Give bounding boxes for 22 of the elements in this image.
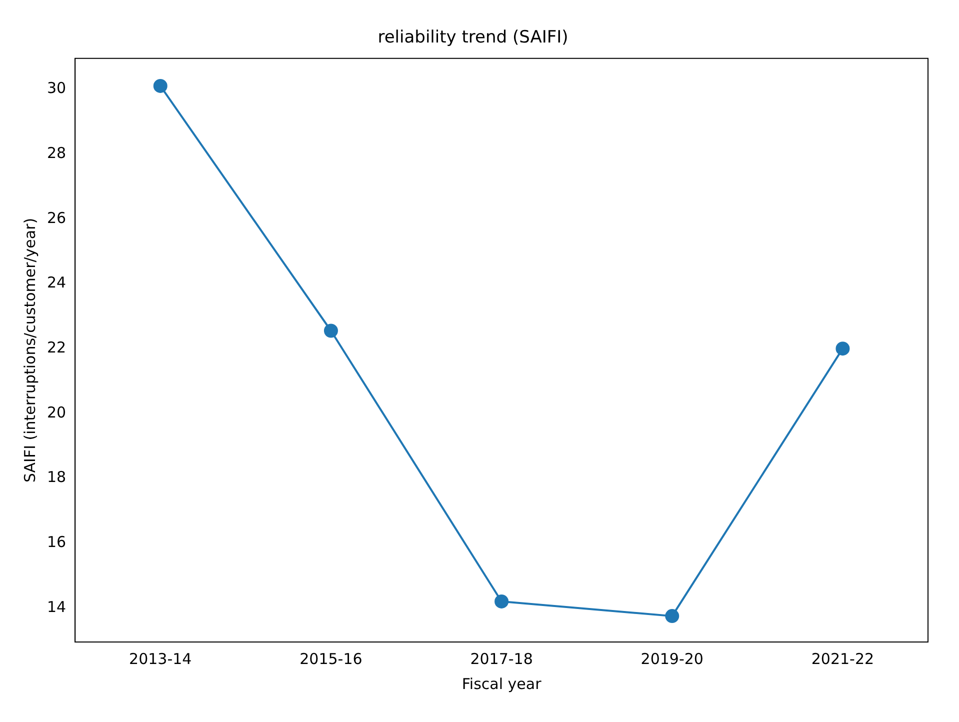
y-axis-title: SAIFI (interruptions/customer/year) xyxy=(20,218,39,483)
x-tick-label: 2015-16 xyxy=(300,650,362,668)
y-tick-label: 24 xyxy=(46,274,66,292)
x-axis-title: Fiscal year xyxy=(462,674,542,693)
point xyxy=(665,609,680,624)
y-tick-label: 16 xyxy=(46,533,66,552)
y-tick-label: 14 xyxy=(46,598,66,616)
x-tick-label: 2021-22 xyxy=(811,650,874,668)
y-tick-label: 22 xyxy=(46,338,66,356)
y-tick-label: 30 xyxy=(46,79,66,98)
chart-title: reliability trend (SAIFI) xyxy=(378,28,568,48)
point xyxy=(153,78,168,93)
point xyxy=(324,324,338,338)
x-tick-label: 2019-20 xyxy=(640,650,704,668)
y-tick-label: 28 xyxy=(46,144,66,162)
x-tick-label: 2017-18 xyxy=(470,650,533,668)
y-tick-label: 20 xyxy=(46,403,66,422)
point xyxy=(494,594,509,608)
y-tick-label: 18 xyxy=(46,468,66,486)
y-tick-label: 26 xyxy=(46,208,66,227)
x-tick-label: 2013-14 xyxy=(129,650,192,668)
point xyxy=(836,342,850,356)
